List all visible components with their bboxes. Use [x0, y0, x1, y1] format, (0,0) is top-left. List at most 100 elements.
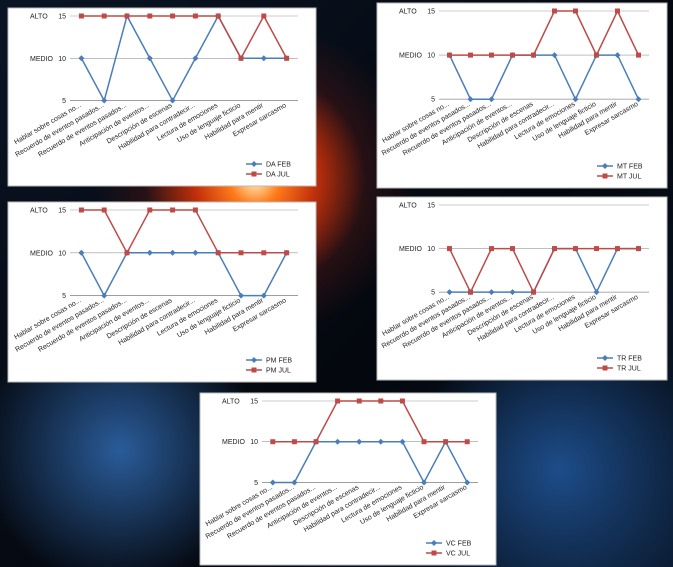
- y-tick-label: 15: [427, 203, 435, 210]
- panel-bg: [376, 2, 668, 189]
- point: [78, 207, 84, 213]
- y-tick-label: 5: [431, 97, 435, 104]
- y-level-label: MEDIO: [399, 53, 423, 60]
- point: [421, 479, 427, 486]
- series-line: [81, 209, 287, 255]
- legend-label: PM FEB: [266, 358, 292, 365]
- point: [377, 438, 384, 445]
- point: [636, 246, 641, 252]
- point: [615, 8, 620, 14]
- legend-label: PM JUL: [266, 368, 291, 375]
- legend-marker: [251, 161, 257, 167]
- legend-label: TR FEB: [617, 356, 642, 363]
- point: [238, 250, 244, 256]
- point: [510, 246, 515, 252]
- y-level-label: ALTO: [399, 203, 417, 210]
- point: [572, 96, 579, 103]
- series-line: [448, 54, 640, 101]
- y-tick-label: 10: [58, 56, 66, 63]
- point: [615, 246, 620, 252]
- y-tick-label: 10: [250, 439, 258, 446]
- point: [261, 250, 267, 256]
- point: [334, 438, 341, 445]
- legend-marker: [251, 357, 257, 363]
- y-tick-label: 15: [58, 208, 66, 215]
- point: [169, 249, 176, 256]
- point: [378, 398, 384, 404]
- series-line: [449, 9, 640, 57]
- point: [468, 289, 473, 295]
- point: [192, 13, 198, 19]
- y-tick-label: 10: [58, 250, 66, 257]
- legend-label: MT JUL: [617, 174, 641, 181]
- y-tick-label: 5: [62, 293, 66, 300]
- legend-label: VC FEB: [446, 541, 472, 548]
- point: [192, 249, 199, 256]
- series-line: [448, 247, 639, 294]
- legend-label: DA JUL: [266, 172, 290, 179]
- legend-marker: [431, 540, 437, 546]
- point: [101, 207, 107, 213]
- point: [101, 97, 108, 104]
- y-tick-label: 10: [427, 246, 435, 253]
- point: [635, 96, 642, 103]
- point: [531, 52, 536, 58]
- point: [284, 55, 290, 61]
- point: [488, 96, 495, 103]
- panel-bg: [7, 201, 317, 383]
- point: [215, 250, 221, 256]
- legend-marker: [602, 365, 608, 371]
- point: [636, 52, 641, 58]
- point: [335, 398, 341, 404]
- legend-marker: [431, 550, 437, 556]
- point: [170, 207, 176, 213]
- series-line: [272, 400, 468, 443]
- legend-label: DA FEB: [266, 162, 291, 169]
- point: [313, 439, 319, 445]
- point: [573, 246, 578, 252]
- point: [284, 250, 290, 256]
- point: [446, 289, 453, 296]
- point: [78, 55, 85, 62]
- point: [192, 55, 199, 62]
- point: [594, 52, 599, 58]
- point: [238, 55, 244, 61]
- point: [291, 439, 297, 445]
- legend-marker: [602, 163, 608, 169]
- point: [146, 55, 153, 62]
- y-tick-label: 15: [58, 14, 66, 21]
- point: [489, 246, 494, 252]
- point: [260, 55, 267, 62]
- point: [215, 13, 221, 19]
- y-tick-label: 10: [427, 53, 435, 60]
- y-level-label: MEDIO: [30, 56, 54, 63]
- point: [594, 246, 599, 252]
- y-level-label: MEDIO: [30, 250, 54, 257]
- point: [593, 289, 600, 296]
- y-tick-label: 5: [62, 98, 66, 105]
- legend-marker: [251, 171, 257, 177]
- point: [531, 289, 536, 295]
- point: [614, 52, 621, 59]
- legend-marker: [602, 173, 608, 179]
- point: [78, 13, 84, 19]
- legend-marker: [251, 367, 257, 373]
- point: [238, 292, 244, 299]
- point: [443, 439, 449, 445]
- point: [356, 398, 362, 404]
- legend-label: VC JUL: [446, 551, 470, 558]
- y-level-label: ALTO: [30, 14, 48, 21]
- legend-label: MT FEB: [617, 164, 643, 171]
- point: [146, 249, 153, 256]
- point: [269, 479, 276, 486]
- legend-marker: [602, 355, 608, 361]
- y-level-label: MEDIO: [222, 439, 246, 446]
- point: [509, 289, 516, 296]
- panel-bg: [376, 196, 668, 381]
